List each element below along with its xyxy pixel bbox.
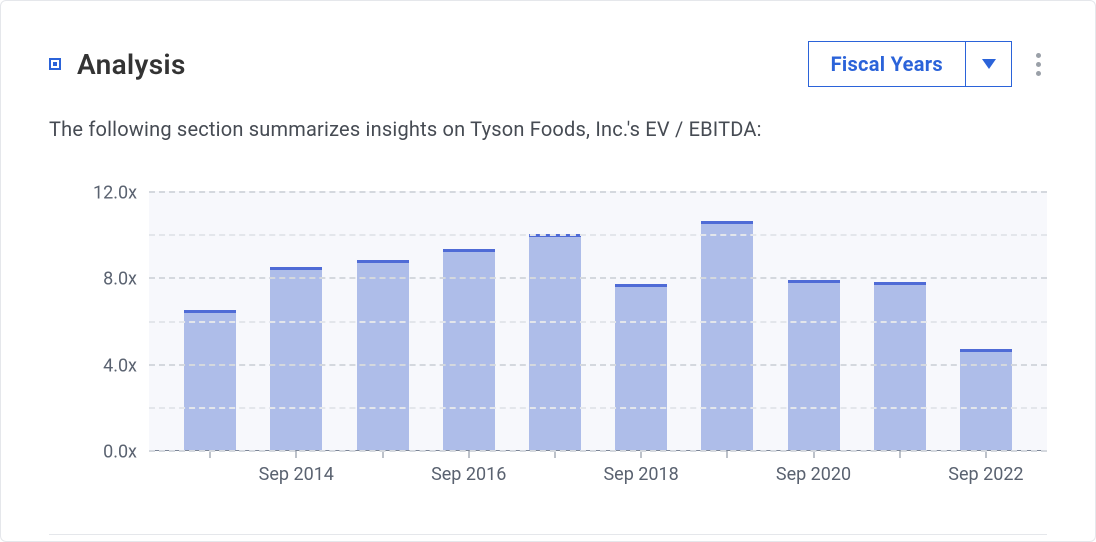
header-controls: Fiscal Years [808,41,1047,87]
chevron-down-icon [965,42,1011,86]
x-axis-label: Sep 2018 [603,464,678,485]
dropdown-label: Fiscal Years [809,42,965,86]
gridline [149,321,1047,323]
more-options-button[interactable] [1030,47,1047,82]
bar[interactable] [270,267,322,450]
bar[interactable] [615,284,667,450]
bar[interactable] [184,310,236,450]
gridline: 4.0x [149,364,1047,366]
ev-ebitda-chart: Sep 2014 Sep 2016 Sep 2018 Sep 2020 Sep 2022… [49,191,1047,491]
bar[interactable] [529,234,581,450]
y-axis-label: 4.0x [103,355,137,376]
y-axis-label: 8.0x [103,269,137,290]
bar[interactable] [874,282,926,450]
gridline: 0.0x [149,450,1047,452]
section-title: Analysis [77,48,186,81]
section-description: The following section summarizes insight… [49,117,1047,141]
analysis-card: Analysis Fiscal Years The following sect… [0,0,1096,542]
divider [49,534,1047,535]
bar[interactable] [701,221,753,450]
fiscal-years-dropdown[interactable]: Fiscal Years [808,41,1012,87]
title-group: Analysis [49,48,186,81]
y-axis-label: 12.0x [93,183,137,204]
bar[interactable] [357,260,409,450]
plot-area: Sep 2014Sep 2016Sep 2018Sep 2020Sep 2022… [149,191,1047,451]
section-icon [49,58,61,70]
card-header: Analysis Fiscal Years [49,41,1047,87]
x-axis-label: Sep 2022 [948,464,1023,485]
gridline: 12.0x [149,191,1047,193]
x-axis-label: Sep 2014 [259,464,334,485]
x-axis-label: Sep 2016 [431,464,506,485]
gridline [149,407,1047,409]
gridline [149,234,1047,236]
gridline: 8.0x [149,277,1047,279]
bar[interactable] [443,249,495,450]
y-axis-label: 0.0x [103,442,137,463]
x-axis-label: Sep 2020 [776,464,851,485]
